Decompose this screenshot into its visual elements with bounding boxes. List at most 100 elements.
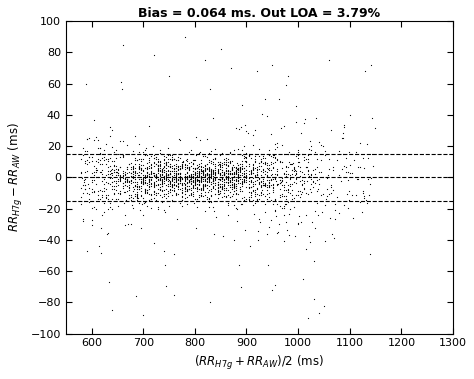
Point <box>286 206 294 212</box>
Point <box>270 188 277 194</box>
Point <box>131 172 139 179</box>
Point <box>230 184 238 190</box>
Point <box>189 179 197 185</box>
Point <box>255 160 263 166</box>
Point <box>158 183 165 189</box>
Point <box>292 180 300 186</box>
Point <box>195 177 203 183</box>
Point <box>135 161 143 167</box>
Point <box>144 172 151 179</box>
Point <box>98 194 106 200</box>
Point <box>241 165 248 171</box>
Point <box>201 177 209 183</box>
Point <box>187 174 194 180</box>
Point <box>286 161 294 168</box>
Point <box>304 168 311 174</box>
Point <box>117 172 124 178</box>
Point <box>181 34 188 40</box>
Point <box>282 186 290 193</box>
Point <box>129 169 137 175</box>
Point <box>241 194 248 200</box>
Point <box>246 243 254 249</box>
Point <box>261 193 269 199</box>
Point <box>212 163 219 169</box>
Point <box>179 164 186 170</box>
Point <box>106 200 114 206</box>
Point <box>305 315 312 321</box>
Point <box>146 171 153 177</box>
Point <box>212 171 219 177</box>
Point <box>282 193 290 199</box>
Point <box>139 167 147 173</box>
Point <box>255 175 263 181</box>
Point <box>274 181 282 187</box>
Point <box>158 179 165 185</box>
Point <box>210 159 217 165</box>
Point <box>158 177 165 183</box>
Point <box>146 173 153 179</box>
Point <box>160 178 168 184</box>
Point <box>181 150 188 157</box>
Point <box>166 169 174 175</box>
Point <box>238 102 246 108</box>
Point <box>166 171 174 177</box>
Point <box>321 202 329 208</box>
Point <box>245 194 252 200</box>
Point <box>255 175 263 181</box>
Point <box>237 168 244 174</box>
Point <box>237 164 244 170</box>
Point <box>129 175 137 182</box>
Point <box>94 137 101 143</box>
Point <box>241 179 248 185</box>
Point <box>259 182 267 188</box>
Point <box>275 96 283 102</box>
Point <box>203 185 211 191</box>
Point <box>269 154 277 160</box>
Point <box>255 176 263 182</box>
Point <box>253 186 261 192</box>
Point <box>177 179 184 185</box>
Point <box>162 174 170 180</box>
Point <box>168 197 176 204</box>
Point <box>214 158 221 164</box>
Point <box>226 182 234 188</box>
Point <box>88 158 95 164</box>
Point <box>203 170 211 176</box>
Point <box>228 158 236 164</box>
Point <box>278 205 285 211</box>
Point <box>150 181 157 187</box>
Point <box>238 180 246 186</box>
Point <box>96 145 104 151</box>
Point <box>154 186 162 192</box>
Point <box>77 169 85 175</box>
Point <box>212 171 219 177</box>
Point <box>280 205 287 211</box>
Point <box>230 183 238 189</box>
Point <box>106 175 114 181</box>
Point <box>238 158 246 164</box>
Point <box>328 182 335 188</box>
Point <box>185 186 192 192</box>
Point <box>199 186 207 192</box>
Point <box>166 156 174 162</box>
Point <box>141 152 149 158</box>
Point <box>154 176 162 182</box>
Point <box>286 175 294 182</box>
Point <box>212 165 219 171</box>
Point <box>139 176 147 182</box>
Point <box>282 219 289 226</box>
Point <box>292 192 300 198</box>
Point <box>156 172 164 178</box>
Point <box>150 191 157 197</box>
Point <box>218 175 226 181</box>
Point <box>193 164 201 171</box>
Point <box>170 156 178 162</box>
Point <box>259 182 267 188</box>
Point <box>224 166 232 172</box>
Point <box>251 181 258 187</box>
Point <box>215 176 223 182</box>
Point <box>245 181 252 187</box>
Point <box>298 189 306 195</box>
Point <box>197 167 205 173</box>
Point <box>158 180 165 186</box>
